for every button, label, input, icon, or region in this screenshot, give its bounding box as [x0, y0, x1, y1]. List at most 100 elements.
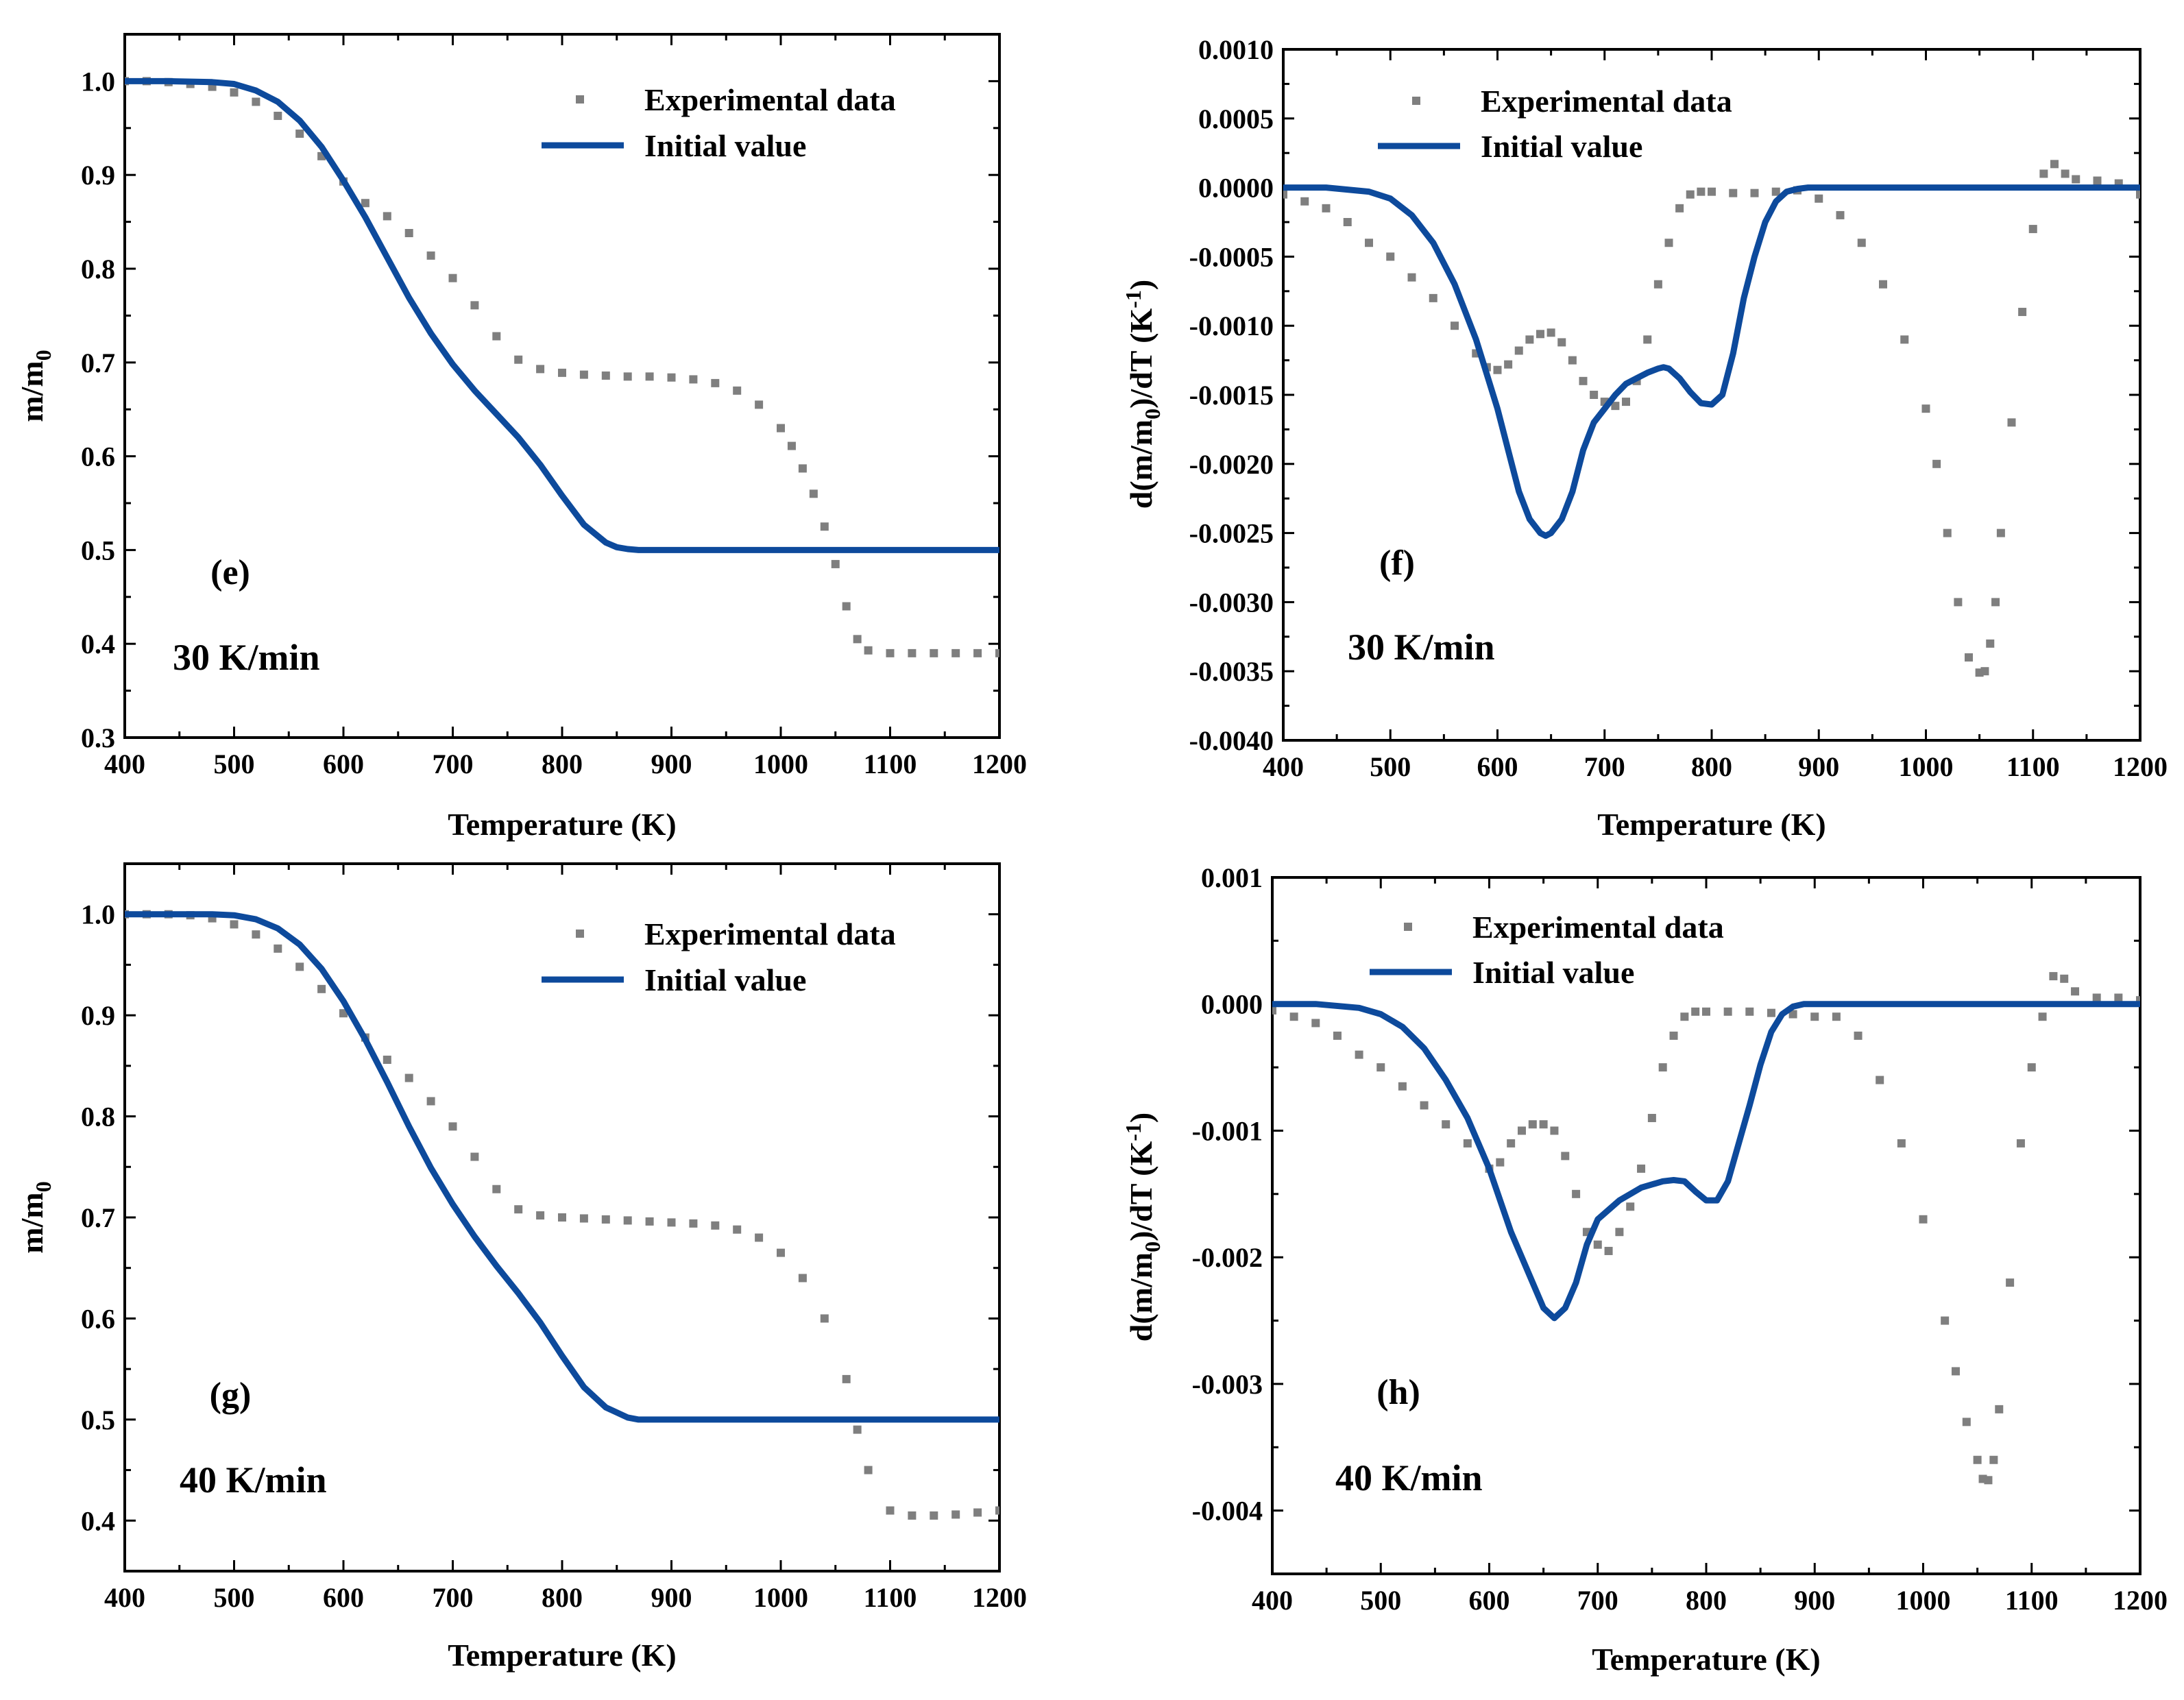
data-point — [1283, 190, 1287, 199]
data-point — [1680, 1012, 1689, 1021]
data-point — [426, 251, 435, 260]
x-tick-label: 1200 — [972, 1582, 1027, 1613]
y-tick-label: 0.0000 — [1198, 173, 1274, 204]
y-axis-title-end: ) — [1124, 280, 1158, 290]
series-line — [125, 911, 999, 1423]
y-tick-label: 0.8 — [81, 1102, 115, 1132]
legend-marker-experimental — [576, 95, 584, 104]
panel-label: (g) — [210, 1376, 252, 1415]
data-point — [404, 229, 413, 238]
data-point — [1593, 1240, 1602, 1249]
x-tick-label: 400 — [104, 749, 145, 779]
data-point — [820, 1314, 829, 1323]
data-point — [536, 1211, 545, 1220]
data-point — [2007, 418, 2016, 427]
y-tick-label: -0.0015 — [1189, 380, 1274, 411]
data-point — [1771, 187, 1780, 196]
data-point — [1355, 1050, 1363, 1059]
data-point — [579, 370, 588, 379]
data-point — [787, 441, 796, 450]
panel-label: (h) — [1376, 1373, 1420, 1412]
y-tick-label: 0.9 — [81, 160, 115, 191]
legend-label-experimental: Experimental data — [644, 82, 896, 117]
data-point — [2061, 169, 2070, 178]
data-point — [1900, 335, 1909, 344]
data-point — [1398, 1082, 1407, 1091]
data-point — [853, 1425, 862, 1434]
data-point — [1857, 239, 1866, 247]
data-point — [252, 97, 260, 106]
data-point — [2136, 190, 2140, 199]
x-tick-label: 600 — [323, 1582, 364, 1613]
data-point — [317, 984, 326, 993]
x-axis-title: Temperature (K) — [1592, 1642, 1820, 1677]
data-point — [777, 424, 785, 433]
y-axis-title-sub: 0 — [31, 1181, 56, 1192]
data-point — [1525, 335, 1534, 344]
data-point — [2136, 996, 2140, 1005]
legend-label-initial: Initial value — [1481, 129, 1642, 164]
y-axis-title: d(m/m0)/dT (K-1) — [1121, 1113, 1165, 1341]
data-point — [930, 1511, 938, 1520]
legend-label-initial: Initial value — [644, 128, 806, 163]
chart-panel-h: 400 500 600 700 800 900 1000 1100 1200 -0.004 -0.0… — [1121, 862, 2168, 1677]
data-point — [951, 648, 960, 657]
data-point — [1343, 218, 1352, 226]
data-point — [798, 1274, 807, 1283]
data-point — [1708, 187, 1716, 196]
legend-label-experimental: Experimental data — [644, 916, 896, 951]
data-point — [973, 648, 982, 657]
data-point — [1919, 1215, 1928, 1224]
data-point — [1767, 1008, 1775, 1017]
series-line — [125, 911, 999, 1423]
x-tick-label: 1200 — [972, 749, 1027, 779]
x-tick-label: 1000 — [753, 749, 808, 779]
x-axis-title: Temperature (K) — [448, 807, 676, 842]
data-point — [514, 1205, 523, 1214]
x-tick-label: 1200 — [2113, 1585, 2168, 1616]
data-point — [842, 1374, 851, 1383]
y-tick-label: -0.003 — [1192, 1369, 1263, 1400]
x-tick-label: 500 — [214, 749, 255, 779]
legend-label-experimental: Experimental data — [1481, 84, 1732, 119]
data-point — [2018, 308, 2027, 317]
data-point — [1463, 1139, 1472, 1148]
data-point — [1729, 189, 1738, 197]
y-tick-label: 0.5 — [81, 535, 115, 566]
data-point — [2016, 1139, 2025, 1148]
y-tick-label: 0.000 — [1201, 989, 1263, 1020]
data-point — [755, 1233, 764, 1242]
data-point — [514, 355, 523, 364]
data-point — [623, 1216, 632, 1225]
data-point — [2006, 1278, 2015, 1287]
data-point — [1954, 598, 1963, 607]
data-point — [1442, 1120, 1451, 1129]
x-tick-label: 800 — [1691, 751, 1732, 782]
data-point — [1572, 1189, 1581, 1198]
data-point — [470, 301, 479, 310]
y-axis-title-main: m/m — [14, 1192, 49, 1253]
x-tick-label: 1100 — [2006, 751, 2060, 782]
y-axis-title-main: d(m/m — [1124, 1252, 1158, 1341]
data-point — [886, 648, 895, 657]
data-point — [470, 1152, 479, 1161]
series-line — [125, 77, 999, 553]
data-point — [404, 1073, 413, 1082]
y-axis-title-sup: -1 — [1121, 1123, 1145, 1141]
data-point — [274, 112, 282, 121]
y-tick-label: -0.0010 — [1189, 311, 1274, 341]
heating-rate-label: 40 K/min — [1335, 1457, 1483, 1498]
legend: Experimental data Initial value — [1378, 84, 1732, 164]
y-tick-label: -0.004 — [1192, 1496, 1263, 1527]
y-tick-label: -0.0040 — [1189, 725, 1274, 756]
y-tick-label: 1.0 — [81, 899, 115, 930]
legend-marker-experimental — [1412, 97, 1420, 105]
data-point — [831, 559, 840, 568]
data-point — [689, 1219, 698, 1228]
data-point — [645, 372, 654, 381]
data-point — [1697, 187, 1706, 196]
data-point — [820, 522, 829, 531]
y-tick-label: 0.4 — [81, 1505, 115, 1536]
series-line — [1283, 184, 2140, 539]
